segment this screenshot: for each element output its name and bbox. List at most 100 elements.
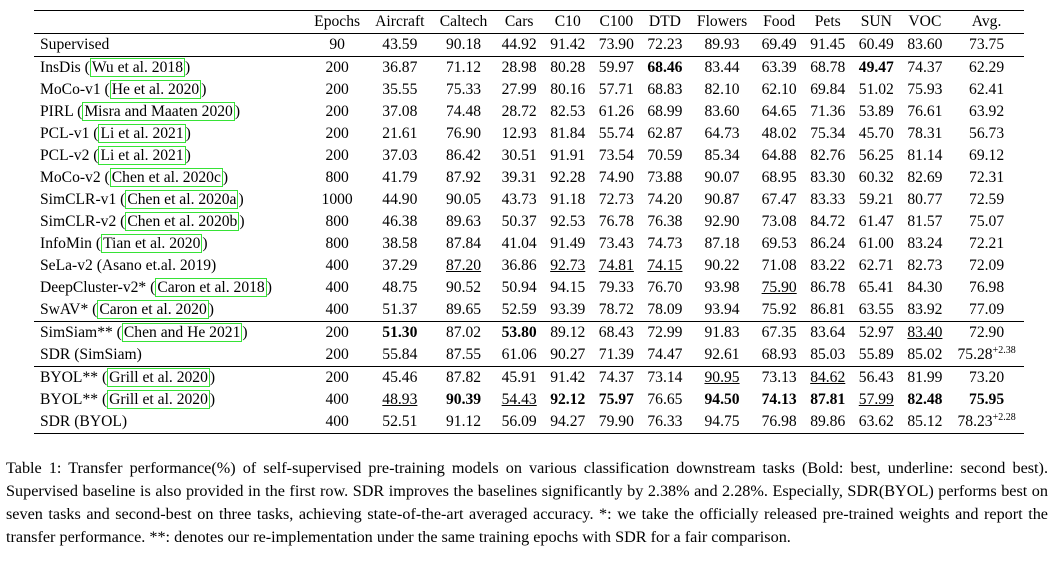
citation-link[interactable]: Chen et al. 2020b [125,212,240,231]
value-cell: 92.28 [543,167,592,189]
citation-link[interactable]: He et al. 2020 [109,80,202,99]
header-c10: C10 [554,13,581,30]
table-row: MoCo-v2 (Chen et al. 2020c) 800 41.79 87.92… [34,167,1024,189]
value-text: 83.64 [810,324,846,341]
citation-link[interactable]: Chen et al. 2020c [109,168,223,187]
value-cell: 60.32 [852,167,901,189]
citation-link[interactable]: Li et al. 2021 [98,124,186,143]
value-text: 61.06 [501,346,537,363]
value-cell: 55.74 [592,123,641,145]
value-cell: 63.92 [949,101,1024,123]
value-text: 62.87 [647,125,683,142]
method-name: MoCo-v2 ( [40,169,110,186]
value-text: 94.15 [550,279,586,296]
method-name: SimCLR-v1 ( [40,191,126,208]
citation-link[interactable]: Caron et al. 2020 [97,300,209,319]
epochs-cell: 1000 [321,191,353,208]
method-cell: SDR (BYOL) [34,411,307,434]
value-text: 57.71 [598,81,634,98]
value-cell: 44.90 [368,189,433,211]
method-name: MoCo-v1 ( [40,81,110,98]
method-cell: InsDis (Wu et al. 2018) [34,57,307,80]
value-cell: 43.59 [368,34,433,57]
value-cell: 83.24 [901,233,950,255]
value-cell: 83.40 [901,322,950,345]
value-cell: 62.10 [755,79,804,101]
table-header-row: Epochs Aircraft Caltech Cars C10 C100 DT… [34,10,1024,34]
value-cell: 73.75 [949,34,1024,57]
value-cell: 75.28+2.38 [949,344,1024,367]
citation-link[interactable]: Grill et al. 2020 [107,368,210,387]
value-text: 72.21 [969,235,1005,252]
value-cell: 55.84 [368,344,433,367]
epochs-cell: 200 [325,324,349,341]
value-cell: 75.90 [755,277,804,299]
value-text: 84.72 [810,213,846,230]
value-text: 86.81 [810,301,846,318]
value-cell: 82.76 [803,145,852,167]
value-cell: 76.98 [949,277,1024,299]
value-text: 36.87 [382,59,418,76]
citation-link[interactable]: Tian et al. 2020 [101,234,203,253]
value-text: 80.28 [550,59,586,76]
value-text: 87.20 [445,257,482,274]
value-cell: 86.42 [432,145,495,167]
value-text: 39.31 [501,169,537,186]
value-text: 83.60 [704,103,740,120]
header-pets: Pets [814,13,841,30]
value-text: 74.47 [647,346,683,363]
value-text: 81.57 [907,213,943,230]
citation-link[interactable]: Chen and He 2021 [121,323,243,342]
citation-link[interactable]: Wu et al. 2018 [89,58,185,77]
value-cell: 73.20 [949,367,1024,390]
value-cell: 91.91 [543,145,592,167]
value-cell: 84.72 [803,211,852,233]
value-text: 89.86 [810,413,846,430]
value-cell: 87.81 [803,389,852,411]
table-row: SwAV* (Caron et al. 2020) 400 51.37 89.65 52… [34,299,1024,322]
value-cell: 41.04 [495,233,544,255]
value-text: 56.25 [858,147,894,164]
citation-link[interactable]: Caron et al. 2018 [155,278,267,297]
value-text: 64.73 [704,125,740,142]
citation-link[interactable]: Li et al. 2021 [98,146,186,165]
value-cell: 94.27 [543,411,592,434]
value-text: 92.28 [550,169,586,186]
value-cell: 87.02 [432,322,495,345]
epochs-cell: 200 [325,147,349,164]
value-text: 85.34 [704,147,740,164]
citation-link[interactable]: Misra and Maaten 2020 [82,102,235,121]
value-cell: 54.43 [495,389,544,411]
value-text: 61.47 [858,213,894,230]
value-cell: 90.07 [689,167,755,189]
table-row: BYOL** (Grill et al. 2020) 400 48.93 90.39 5… [34,389,1024,411]
value-text: 69.53 [761,235,797,252]
value-text: 73.08 [761,213,797,230]
value-cell: 77.09 [949,299,1024,322]
value-cell: 76.65 [641,389,690,411]
method-suffix: ) [185,59,191,76]
value-text: 65.41 [858,279,894,296]
method-name: SeLa-v2 (Asano et.al. 2019) [40,257,217,274]
value-text: 74.37 [907,59,943,76]
value-cell: 94.50 [689,389,755,411]
method-name: DeepCluster-v2* ( [40,279,156,296]
value-cell: 90.52 [432,277,495,299]
value-text: 81.99 [907,369,943,386]
citation-link[interactable]: Chen et al. 2020a [125,190,239,209]
method-name: SDR (BYOL) [40,413,128,430]
value-cell: 82.10 [689,79,755,101]
header-voc: VOC [908,13,942,30]
value-text: 69.84 [810,81,846,98]
value-cell: 62.29 [949,57,1024,80]
method-suffix: ) [185,125,191,142]
value-cell: 50.94 [495,277,544,299]
table-row: PCL-v2 (Li et al. 2021) 200 37.03 86.42 30.5… [34,145,1024,167]
value-text: 73.13 [761,369,797,386]
value-text: 55.84 [382,346,418,363]
method-cell: MoCo-v2 (Chen et al. 2020c) [34,167,307,189]
citation-link[interactable]: Grill et al. 2020 [107,390,210,409]
value-cell: 72.90 [949,322,1024,345]
method-name: Supervised [40,36,110,53]
